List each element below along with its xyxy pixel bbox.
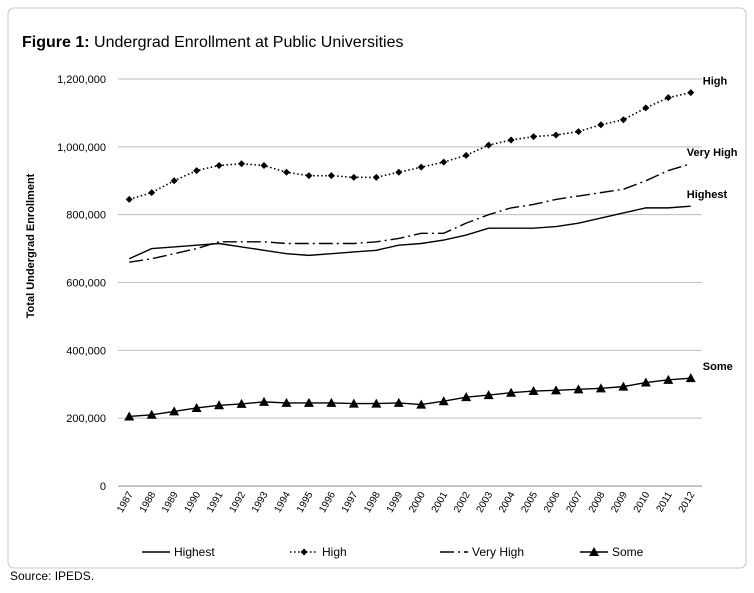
chart-title: Figure 1: Undergrad Enrollment at Public…: [22, 34, 403, 51]
point: [305, 172, 313, 180]
point: [395, 168, 403, 176]
legend-item: Some: [580, 545, 644, 559]
point: [238, 160, 246, 168]
point: [416, 399, 427, 409]
point: [260, 161, 268, 169]
point: [259, 396, 269, 406]
title-lead: Figure 1:: [22, 34, 90, 51]
point: [191, 402, 202, 412]
point: [461, 392, 472, 402]
point: [664, 94, 672, 102]
point: [281, 397, 292, 407]
point: [169, 406, 180, 416]
point: [485, 141, 493, 149]
point: [125, 195, 133, 203]
series-line: [128, 91, 691, 201]
series-line: [128, 205, 691, 260]
point: [350, 173, 358, 181]
point: [483, 390, 494, 400]
legend-item: Highest: [142, 545, 215, 559]
series-end-label: Very High: [687, 147, 738, 159]
point: [462, 151, 470, 159]
point: [640, 377, 651, 387]
point: [506, 387, 517, 397]
y-axis-label: Total Undergrad Enrollment: [25, 173, 37, 318]
point: [371, 398, 382, 408]
y-tick-label: 400,000: [66, 345, 106, 357]
point: [597, 121, 605, 129]
point: [551, 385, 561, 395]
series-end-label: High: [703, 76, 728, 88]
source-note: Source: IPEDS.: [10, 569, 94, 583]
point: [440, 158, 448, 166]
point: [589, 547, 599, 556]
point: [574, 128, 582, 136]
point: [327, 172, 335, 180]
point: [507, 136, 515, 144]
point: [146, 409, 157, 419]
point: [663, 374, 674, 384]
legend-label: High: [322, 545, 347, 559]
point: [528, 386, 539, 396]
series-line: [129, 377, 691, 418]
point: [214, 400, 225, 410]
point: [393, 397, 404, 407]
point: [124, 411, 135, 421]
point: [193, 167, 201, 175]
point: [372, 173, 380, 181]
series-end-label: Some: [703, 361, 733, 373]
chart-frame: [7, 7, 747, 569]
point: [552, 131, 560, 139]
point: [642, 104, 650, 112]
point: [530, 133, 538, 141]
y-tick-label: 0: [100, 481, 106, 493]
title-text: Undergrad Enrollment at Public Universit…: [94, 34, 403, 51]
point: [618, 381, 629, 391]
y-tick-label: 800,000: [66, 210, 106, 222]
legend-item: High: [290, 545, 347, 559]
point: [573, 384, 584, 394]
point: [326, 397, 337, 407]
point: [438, 396, 449, 406]
point: [595, 383, 606, 393]
series-end-label: Highest: [687, 189, 728, 201]
y-tick-label: 600,000: [66, 278, 106, 290]
point: [417, 163, 425, 171]
point: [170, 177, 178, 185]
y-tick-label: 1,200,000: [57, 74, 106, 86]
point: [687, 89, 695, 97]
point: [282, 168, 290, 176]
y-tick-label: 200,000: [66, 413, 106, 425]
point: [300, 548, 308, 556]
point: [148, 189, 156, 197]
point: [236, 398, 247, 408]
series-line: [129, 163, 691, 263]
legend-item: Very High: [440, 545, 524, 559]
point: [303, 397, 314, 407]
y-tick-label: 1,000,000: [57, 142, 106, 154]
legend-label: Highest: [174, 545, 215, 559]
point: [215, 161, 223, 169]
legend-label: Some: [612, 545, 644, 559]
point: [619, 116, 627, 124]
legend-label: Very High: [472, 545, 524, 559]
point: [348, 398, 359, 408]
point: [685, 373, 696, 383]
